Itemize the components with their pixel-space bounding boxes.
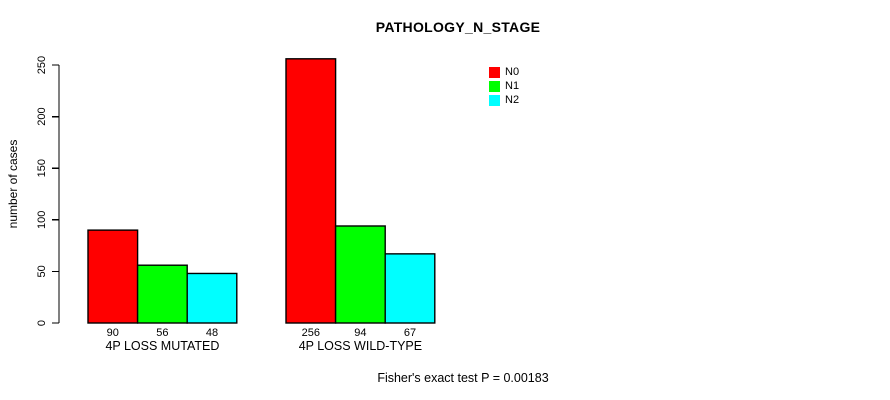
bar-value-label: 56 [156,327,168,339]
bar-n0-1 [87,229,139,324]
legend-swatch-n0 [489,66,500,78]
legend-label: N1 [505,79,520,92]
category-label: 4P LOSS WILD-TYPE [299,339,422,353]
bar-n2-1 [186,272,238,324]
y-axis-label: number of cases [6,139,20,229]
legend-row-n1: N1 [489,79,519,93]
y-tick-label: 0 [36,320,48,326]
legend-row-n2: N2 [489,93,519,107]
y-tick-label: 100 [36,211,48,229]
bar-n0-2 [285,58,337,324]
legend-swatch-n2 [489,94,500,106]
legend-label: N0 [505,65,520,78]
y-tick-label: 250 [36,56,48,74]
bar-value-label: 256 [302,327,320,339]
y-tick-label: 200 [36,107,48,125]
annotation-text: Fisher's exact test P = 0.00183 [377,371,549,385]
bar-value-label: 90 [107,327,119,339]
bar-value-label: 48 [206,327,218,339]
bar-n2-2 [384,253,436,324]
category-label: 4P LOSS MUTATED [105,339,219,353]
legend-label: N2 [505,93,520,106]
bar-value-label: 94 [354,327,366,339]
bar-value-label: 67 [404,327,416,339]
legend-swatch-n1 [489,80,500,92]
bar-n1-2 [334,225,386,324]
y-tick-label: 50 [36,265,48,277]
chart-title: PATHOLOGY_N_STAGE [375,19,541,35]
legend: N0 N1 N2 [489,65,519,107]
y-tick-label: 150 [36,159,48,177]
legend-row-n0: N0 [489,65,519,79]
bar-n1-1 [136,264,188,324]
